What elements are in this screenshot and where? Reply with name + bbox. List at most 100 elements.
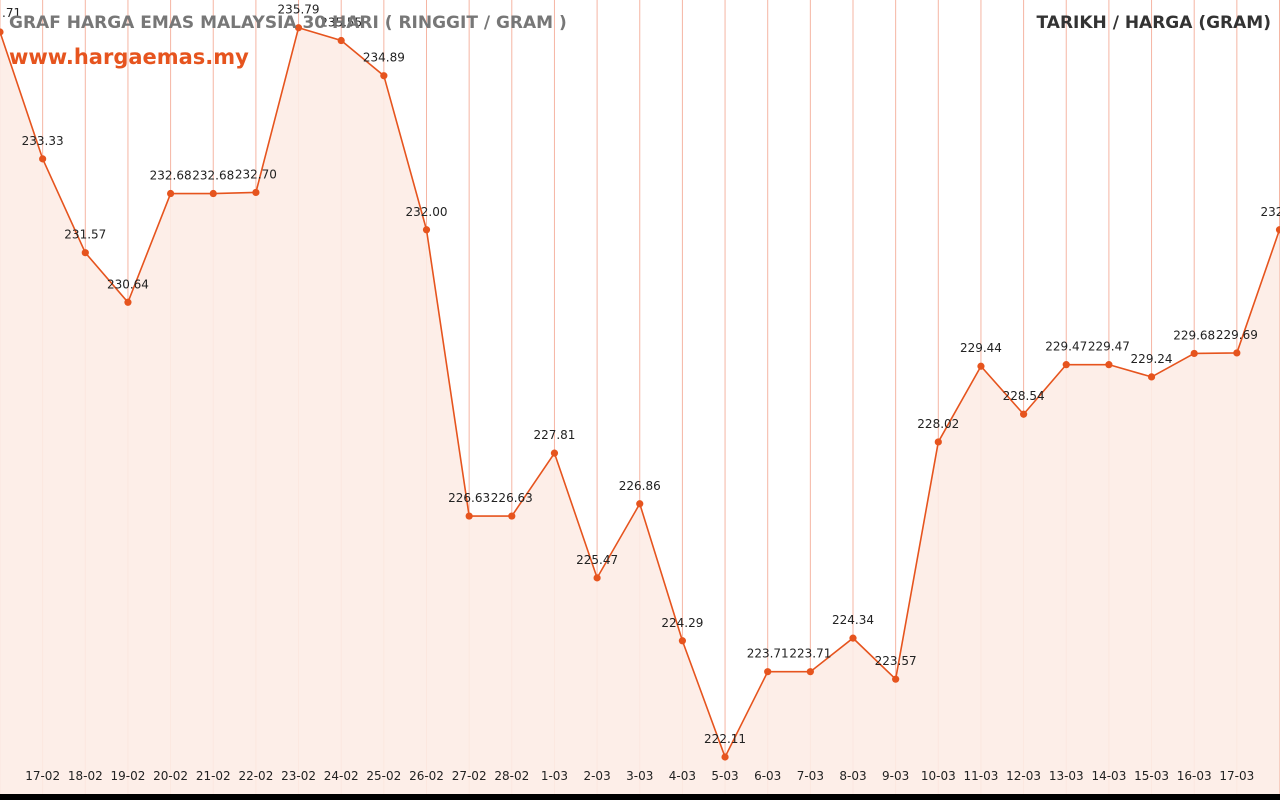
x-tick-label: 6-03 xyxy=(754,769,781,783)
x-tick-label: 7-03 xyxy=(797,769,824,783)
data-point xyxy=(550,449,559,457)
data-point xyxy=(465,512,473,520)
data-point xyxy=(1190,349,1198,358)
data-label: 228.02 xyxy=(917,417,959,431)
data-label: 234.89 xyxy=(363,51,405,65)
data-point xyxy=(1020,410,1028,418)
x-tick-labels: 17-02 18-02 19-02 20-02 21-02 22-02 23-02 24-02… xyxy=(25,769,1254,783)
data-label: 235.55 xyxy=(320,16,362,30)
data-label: 233.33 xyxy=(22,134,64,148)
x-tick-label: 13-03 xyxy=(1049,769,1084,783)
bottom-bar xyxy=(0,794,1280,800)
x-tick-label: 23-02 xyxy=(281,769,316,783)
data-label: 226.86 xyxy=(619,479,661,493)
area-fill xyxy=(0,27,1280,795)
x-tick-label: 11-03 xyxy=(964,769,999,783)
x-tick-label: 28-02 xyxy=(494,769,529,783)
chart-subtitle-website: www.hargaemas.my xyxy=(9,45,249,69)
data-points xyxy=(0,24,1280,761)
data-label: .71 xyxy=(2,6,21,20)
x-tick-label: 9-03 xyxy=(882,769,909,783)
data-label: 230.64 xyxy=(107,277,149,291)
data-point xyxy=(849,634,857,642)
data-point xyxy=(1062,361,1070,369)
x-tick-label: 4-03 xyxy=(669,769,696,783)
data-label: 229.24 xyxy=(1131,352,1173,366)
data-label: 229.68 xyxy=(1173,328,1215,342)
data-point xyxy=(508,512,516,520)
x-tick-label: 2-03 xyxy=(583,769,610,783)
x-tick-label: 15-03 xyxy=(1134,769,1169,783)
data-point xyxy=(0,28,4,36)
data-point xyxy=(1105,361,1113,369)
x-tick-label: 16-03 xyxy=(1177,769,1212,783)
data-point xyxy=(678,637,687,645)
x-tick-label: 3-03 xyxy=(626,769,653,783)
data-label: 222.11 xyxy=(704,732,746,746)
data-point xyxy=(252,188,260,197)
x-tick-label: 1-03 xyxy=(541,769,568,783)
data-point xyxy=(39,155,47,163)
data-label: 223.57 xyxy=(875,654,917,668)
x-tick-label: 24-02 xyxy=(324,769,359,783)
data-label: 232.68 xyxy=(192,169,234,183)
data-point xyxy=(892,675,900,683)
data-point xyxy=(337,36,345,45)
data-point xyxy=(380,72,388,80)
data-label: 232 xyxy=(1261,205,1280,219)
data-label: 226.63 xyxy=(448,491,490,505)
data-label: 224.29 xyxy=(661,616,703,630)
data-point xyxy=(167,189,175,198)
data-point xyxy=(81,249,89,257)
data-label: 232.70 xyxy=(235,167,277,181)
data-point xyxy=(1147,373,1156,381)
data-label: 225.47 xyxy=(576,553,618,567)
data-point xyxy=(124,298,132,306)
data-label: 223.71 xyxy=(747,647,789,661)
data-point xyxy=(721,753,729,761)
x-tick-label: 22-02 xyxy=(238,769,273,783)
data-point xyxy=(209,189,217,198)
x-tick-label: 18-02 xyxy=(68,769,103,783)
data-label: 235.79 xyxy=(278,3,320,17)
data-point xyxy=(593,574,601,582)
x-tick-label: 20-02 xyxy=(153,769,188,783)
data-point xyxy=(1275,226,1280,234)
x-tick-label: 5-03 xyxy=(711,769,738,783)
x-tick-label: 19-02 xyxy=(111,769,146,783)
x-tick-label: 17-03 xyxy=(1219,769,1254,783)
chart-title: GRAF HARGA EMAS MALAYSIA 30 HARI ( RINGG… xyxy=(9,13,567,33)
data-point xyxy=(422,226,431,234)
data-label: 226.63 xyxy=(491,491,533,505)
data-point xyxy=(806,668,814,676)
x-tick-label: 10-03 xyxy=(921,769,956,783)
x-tick-label: 26-02 xyxy=(409,769,444,783)
data-label: 224.34 xyxy=(832,613,874,627)
data-label: 229.47 xyxy=(1045,340,1087,354)
data-label: 223.71 xyxy=(789,647,831,661)
data-label: 229.44 xyxy=(960,341,1002,355)
data-point xyxy=(294,24,303,32)
x-tick-label: 25-02 xyxy=(366,769,401,783)
data-label: 228.54 xyxy=(1003,389,1045,403)
x-tick-label: 8-03 xyxy=(839,769,866,783)
x-tick-label: 17-02 xyxy=(25,769,60,783)
x-tick-label: 12-03 xyxy=(1006,769,1041,783)
data-point xyxy=(764,668,772,676)
data-label: 229.47 xyxy=(1088,340,1130,354)
data-point xyxy=(977,362,985,370)
x-tick-label: 14-03 xyxy=(1091,769,1126,783)
data-label: 229.69 xyxy=(1216,328,1258,342)
data-point xyxy=(1233,349,1241,357)
data-point xyxy=(636,500,644,508)
data-point xyxy=(934,438,942,446)
x-tick-label: 27-02 xyxy=(452,769,487,783)
data-label: 227.81 xyxy=(533,428,575,442)
data-label: 232.68 xyxy=(150,169,192,183)
legend-label: TARIKH / HARGA (GRAM) xyxy=(1036,13,1271,33)
data-label: 231.57 xyxy=(64,228,106,242)
data-label: 232.00 xyxy=(406,205,448,219)
x-tick-label: 21-02 xyxy=(196,769,231,783)
